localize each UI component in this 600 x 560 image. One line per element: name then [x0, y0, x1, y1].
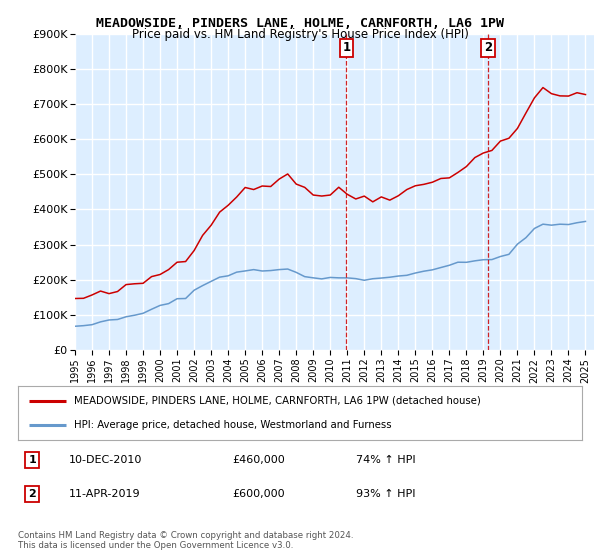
Text: 1: 1: [28, 455, 36, 465]
Text: HPI: Average price, detached house, Westmorland and Furness: HPI: Average price, detached house, West…: [74, 420, 392, 430]
Text: 1: 1: [343, 41, 350, 54]
Text: Price paid vs. HM Land Registry's House Price Index (HPI): Price paid vs. HM Land Registry's House …: [131, 28, 469, 41]
Text: £600,000: £600,000: [232, 489, 285, 499]
Text: 10-DEC-2010: 10-DEC-2010: [69, 455, 142, 465]
Text: MEADOWSIDE, PINDERS LANE, HOLME, CARNFORTH, LA6 1PW (detached house): MEADOWSIDE, PINDERS LANE, HOLME, CARNFOR…: [74, 396, 481, 406]
Text: MEADOWSIDE, PINDERS LANE, HOLME, CARNFORTH, LA6 1PW: MEADOWSIDE, PINDERS LANE, HOLME, CARNFOR…: [96, 17, 504, 30]
Text: 2: 2: [484, 41, 492, 54]
Text: £460,000: £460,000: [232, 455, 285, 465]
Text: 2: 2: [28, 489, 36, 499]
Text: 11-APR-2019: 11-APR-2019: [69, 489, 140, 499]
Text: 74% ↑ HPI: 74% ↑ HPI: [356, 455, 416, 465]
Text: 93% ↑ HPI: 93% ↑ HPI: [356, 489, 416, 499]
Text: Contains HM Land Registry data © Crown copyright and database right 2024.
This d: Contains HM Land Registry data © Crown c…: [18, 531, 353, 550]
